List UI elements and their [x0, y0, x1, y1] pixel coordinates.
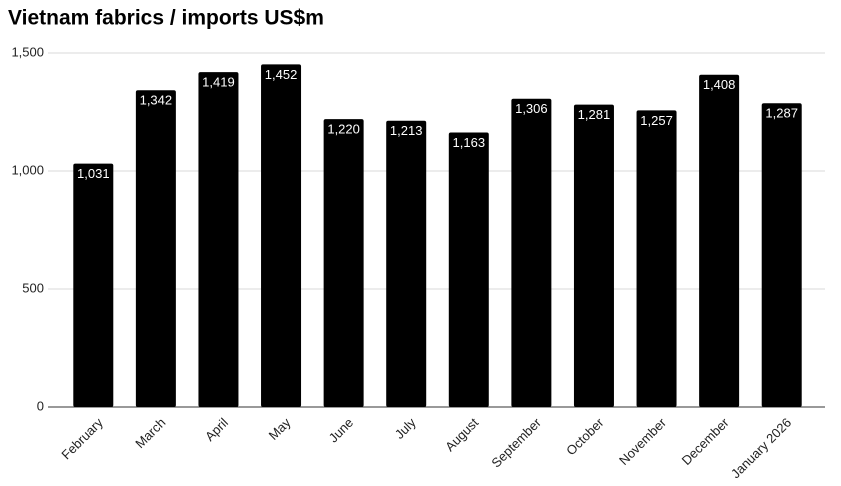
bar — [761, 103, 802, 407]
x-tick-label: January 2026 — [728, 415, 794, 481]
bar — [573, 104, 614, 408]
bar — [198, 72, 239, 407]
bar — [636, 110, 677, 408]
x-tick-label: June — [326, 415, 357, 446]
x-tick-label: September — [488, 414, 544, 470]
y-tick-label: 1,000 — [11, 162, 44, 177]
y-tick-label: 0 — [37, 398, 44, 413]
x-tick-label: August — [442, 415, 481, 454]
x-tick-label: February — [58, 415, 106, 463]
value-label: 1,257 — [640, 113, 673, 128]
value-label: 1,419 — [202, 75, 235, 90]
y-tick-label: 500 — [22, 280, 44, 295]
y-tick-label: 1,500 — [11, 44, 44, 59]
value-label: 1,281 — [578, 107, 611, 122]
chart-title: Vietnam fabrics / imports US$m — [8, 7, 324, 30]
x-tick-label: November — [616, 414, 669, 467]
value-label: 1,452 — [265, 67, 298, 82]
value-label: 1,306 — [515, 101, 548, 116]
x-tick-label: July — [392, 415, 419, 442]
bar — [448, 132, 489, 408]
value-label: 1,163 — [453, 135, 486, 150]
bar — [511, 98, 552, 407]
bar — [699, 74, 740, 407]
value-label: 1,408 — [703, 77, 736, 92]
bar — [386, 120, 427, 408]
x-tick-label: December — [679, 414, 732, 467]
x-tick-label: April — [202, 415, 231, 444]
value-label: 1,220 — [327, 122, 360, 137]
bar — [135, 90, 176, 408]
value-label: 1,031 — [77, 166, 110, 181]
value-label: 1,213 — [390, 123, 423, 138]
x-tick-label: May — [266, 415, 294, 443]
bar — [73, 163, 114, 407]
bar — [261, 64, 302, 407]
x-tick-label: March — [132, 415, 168, 451]
x-tick-label: October — [563, 414, 607, 458]
value-label: 1,287 — [765, 106, 798, 121]
bar — [323, 119, 364, 407]
value-label: 1,342 — [140, 93, 173, 108]
